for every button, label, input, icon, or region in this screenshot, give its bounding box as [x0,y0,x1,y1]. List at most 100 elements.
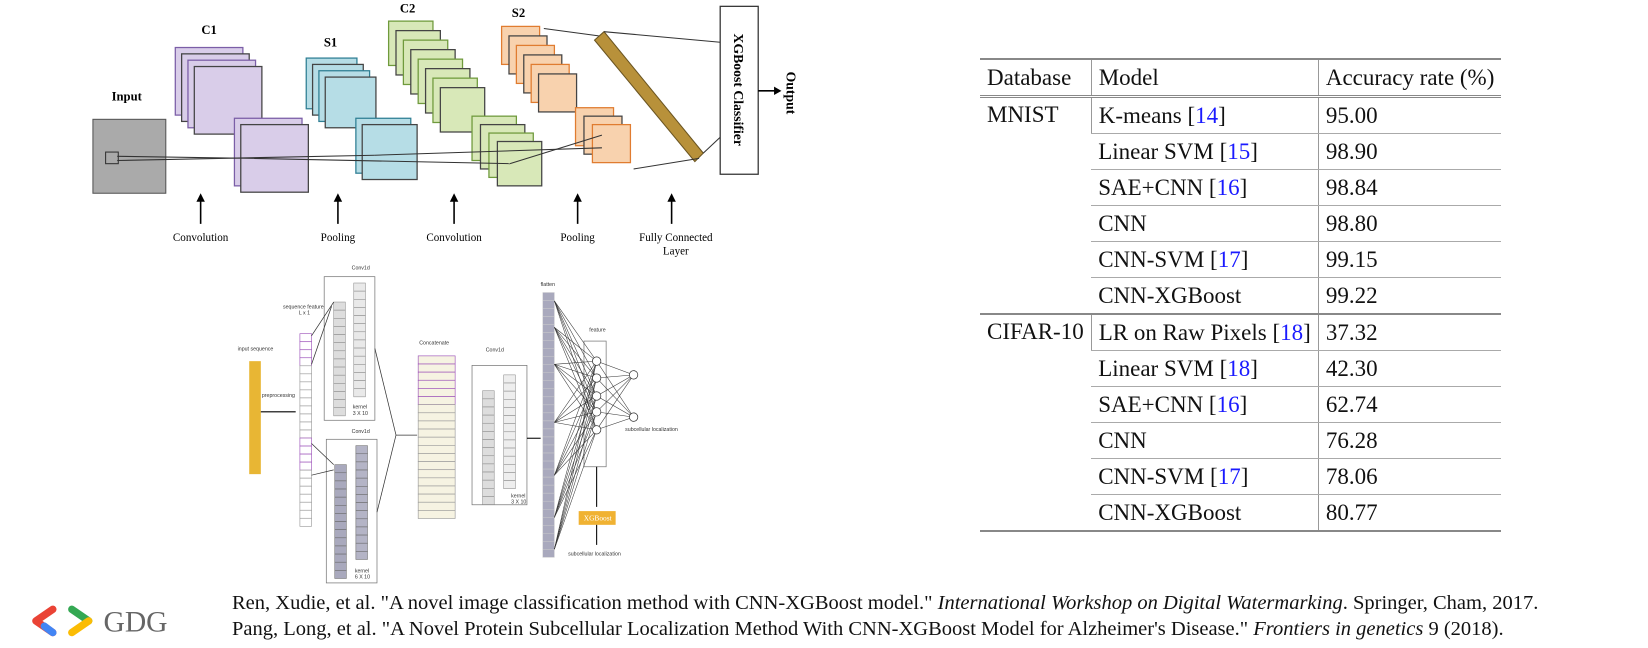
citation[interactable]: 17 [1217,463,1241,489]
cell [542,533,555,542]
citation[interactable]: 15 [1227,138,1251,164]
cell [334,529,347,539]
model-cell: SAE+CNN [16] [1091,169,1319,206]
cell [542,541,555,550]
connector [376,434,397,513]
label: input sequence [238,347,274,353]
cell [542,396,555,406]
cell [503,480,516,489]
cell [542,452,555,462]
model-name: ] [1239,174,1248,200]
model-cell: K-means [14] [1090,96,1319,134]
header-cell: Model [1090,59,1319,97]
node [592,373,602,383]
model-name: ] [1240,463,1249,489]
cell [334,545,347,555]
panel [471,365,528,506]
arrowhead [196,193,205,202]
connector [596,411,634,418]
cell [353,364,366,373]
model-name: Linear SVM [ [1098,138,1228,164]
cell [353,307,366,316]
cell [299,509,312,519]
connector [554,361,597,476]
cell [542,348,555,357]
label: subcellular localization [625,427,678,433]
arrowhead [573,193,582,202]
stage-labels: Convolution Pooling Convolution Pooling Full… [173,193,713,257]
cell [542,404,555,414]
cell [542,380,555,390]
model-name: SAE+CNN [ [1098,391,1217,417]
row: MNIST K-means [14] 95.00 [980,96,1502,315]
cell [334,553,347,563]
citation[interactable]: 18 [1280,319,1304,345]
cell [503,455,516,465]
model-name: LR on Raw Pixels [ [1098,319,1281,345]
connector [311,306,332,365]
cell [355,510,368,520]
connector [596,377,634,418]
cell [482,455,495,465]
cell [299,477,312,487]
model-name: CNN [1098,427,1147,453]
cell [299,349,312,359]
cell [299,493,312,503]
citation[interactable]: 18 [1227,355,1251,381]
citation[interactable]: 14 [1195,102,1219,128]
cell [333,326,346,335]
label: C2 [400,2,415,16]
cell [355,494,368,503]
cell [333,374,346,384]
connector [554,327,597,362]
model-name: ] [1240,246,1249,272]
stage-label: Fully Connected [639,232,713,244]
cell [503,390,516,400]
accuracy-cell: 37.32 [1317,314,1502,351]
cell [353,380,366,389]
cell [482,496,495,505]
node [592,407,602,417]
label: XGBoost [584,514,612,523]
node [592,425,602,435]
connector [554,327,597,397]
cell [542,332,555,341]
cell [334,480,347,490]
label: L x 1 [299,311,310,317]
cell [542,356,555,365]
citation[interactable]: 16 [1216,174,1240,200]
connector [702,136,721,154]
panel [323,276,376,421]
cell [355,477,368,487]
cell [333,350,346,360]
cell [482,479,495,489]
cell [417,428,456,438]
connector [596,374,634,379]
cell [355,534,368,544]
label: Input [112,89,143,103]
stage-label: Convolution [426,232,482,244]
cell [334,521,347,530]
cell [542,292,555,301]
accuracy-cell: 98.80 [1317,205,1502,242]
cell [299,405,312,415]
row: SAE+CNN [16] 98.84 [980,169,1502,206]
cell [503,472,516,481]
cell [503,374,516,384]
cell [542,492,555,502]
cell [299,381,312,391]
connector [554,411,597,423]
stage-label: Layer [663,245,689,257]
arrowhead [333,193,343,202]
cell [333,366,346,376]
connector [554,327,597,412]
accuracy-cell: 78.06 [1317,458,1502,495]
cell [417,444,456,454]
cell [353,315,366,324]
citation[interactable]: 17 [1217,246,1241,272]
citation[interactable]: 16 [1216,391,1240,417]
cell [417,436,456,446]
model-name: CNN-XGBoost [1098,499,1242,525]
connector [554,411,597,550]
